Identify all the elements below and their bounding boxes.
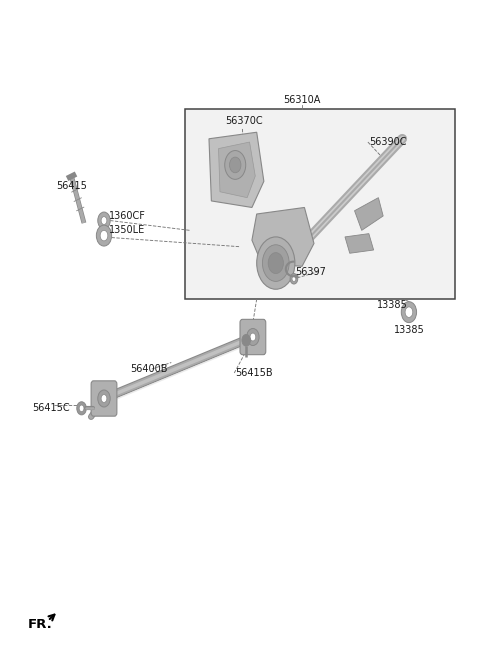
Text: 56415: 56415 (56, 181, 87, 191)
Circle shape (268, 252, 283, 273)
Text: 56415B: 56415B (235, 368, 273, 378)
Bar (185, 109, 455, 299)
Circle shape (263, 245, 289, 281)
Polygon shape (218, 142, 255, 198)
FancyBboxPatch shape (240, 319, 266, 355)
Circle shape (229, 157, 241, 173)
Circle shape (100, 231, 108, 241)
Circle shape (79, 405, 84, 411)
Text: 1350LE: 1350LE (109, 225, 145, 235)
Text: 56415C: 56415C (33, 403, 70, 413)
Text: 56400B: 56400B (130, 364, 168, 374)
Polygon shape (345, 234, 373, 253)
Text: 56397: 56397 (295, 267, 326, 277)
Text: 13385: 13385 (394, 325, 424, 334)
Circle shape (101, 395, 107, 403)
Circle shape (405, 307, 413, 317)
Circle shape (101, 217, 107, 225)
Text: 56370C: 56370C (226, 116, 264, 125)
Circle shape (401, 302, 417, 323)
Polygon shape (355, 198, 383, 231)
FancyBboxPatch shape (91, 381, 117, 416)
Circle shape (242, 334, 251, 346)
Polygon shape (252, 208, 314, 266)
Text: 13385: 13385 (377, 300, 408, 310)
Polygon shape (209, 132, 264, 208)
Circle shape (77, 402, 86, 415)
Circle shape (225, 150, 246, 179)
Circle shape (292, 276, 296, 281)
Circle shape (96, 225, 112, 246)
Text: FR.: FR. (28, 618, 52, 631)
Circle shape (98, 212, 110, 229)
Circle shape (98, 390, 110, 407)
Circle shape (257, 237, 295, 289)
Circle shape (247, 328, 259, 346)
Text: 56390C: 56390C (369, 137, 407, 147)
Text: 56310A: 56310A (283, 95, 321, 104)
Text: 1360CF: 1360CF (109, 211, 145, 221)
Circle shape (290, 273, 298, 284)
Circle shape (250, 333, 256, 341)
